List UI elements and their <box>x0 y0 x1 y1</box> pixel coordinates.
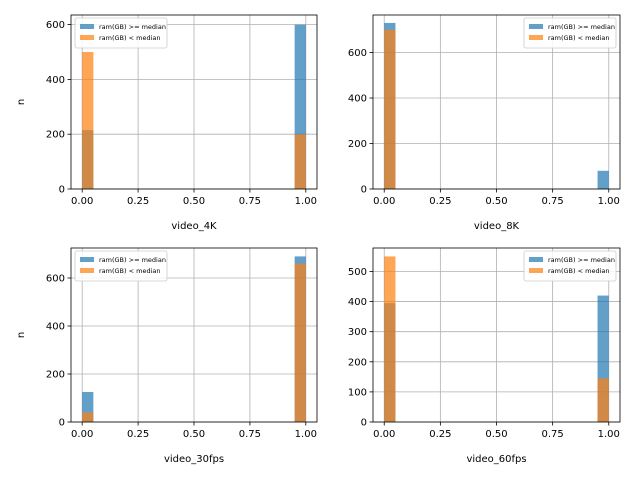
y-tick-label: 400 <box>46 75 65 86</box>
legend-label: ram(GB) < median <box>548 267 610 275</box>
x-tick-label: 0.00 <box>373 196 395 207</box>
x-tick-label: 1.00 <box>295 196 317 207</box>
x-tick-label: 0.25 <box>429 196 451 207</box>
legend-swatch <box>529 35 543 40</box>
x-tick-label: 0.50 <box>183 196 205 207</box>
chart-panel: 0.00 0.25 0.50 0.75 1.00 0 200 400 600 video_30fp… <box>16 247 318 465</box>
x-tick-label: 0.75 <box>542 429 564 440</box>
legend-box <box>523 17 617 49</box>
chart-panel: 0.00 0.25 0.50 0.75 1.00 0 100 200 300 400 500 vide… <box>348 247 621 465</box>
x-tick-label: 0.75 <box>239 429 261 440</box>
legend-swatch <box>529 257 543 262</box>
x-tick-label: 0.25 <box>127 429 149 440</box>
legend: ram(GB) >= median ram(GB) < median <box>74 17 168 49</box>
x-tick-label: 0.75 <box>239 196 261 207</box>
y-tick-label: 200 <box>46 130 65 141</box>
legend-swatch <box>80 24 94 29</box>
y-tick-label: 300 <box>348 327 367 338</box>
histogram-bar <box>597 378 609 422</box>
legend-label: ram(GB) >= median <box>99 256 166 264</box>
legend-label: ram(GB) >= median <box>99 23 166 31</box>
y-tick-label: 0 <box>59 418 65 429</box>
chart-panel: 0.00 0.25 0.50 0.75 1.00 0 200 400 600 video_8K ra… <box>348 14 621 232</box>
chart-panel: 0.00 0.25 0.50 0.75 1.00 0 200 400 600 video_4K n r… <box>16 14 318 232</box>
histogram-bar <box>294 263 306 422</box>
x-tick-label: 0.50 <box>183 429 205 440</box>
y-tick-label: 0 <box>361 185 367 196</box>
x-tick-label: 1.00 <box>295 429 317 440</box>
y-tick-label: 400 <box>348 94 367 105</box>
x-tick-label: 0.75 <box>542 196 564 207</box>
legend-label: ram(GB) < median <box>99 267 161 275</box>
y-tick-label: 600 <box>46 20 65 31</box>
x-tick-label: 1.00 <box>598 196 620 207</box>
x-axis-label: video_4K <box>171 221 217 232</box>
y-tick-label: 400 <box>348 297 367 308</box>
y-tick-label: 0 <box>361 418 367 429</box>
x-tick-label: 0.00 <box>373 429 395 440</box>
y-tick-label: 200 <box>348 139 367 150</box>
y-axis-label: n <box>16 332 27 338</box>
histogram-bar <box>294 24 306 190</box>
histogram-bar <box>82 412 94 422</box>
x-tick-label: 0.25 <box>127 196 149 207</box>
histogram-bar <box>384 29 396 189</box>
histogram-bar <box>294 134 306 189</box>
legend-swatch <box>529 268 543 273</box>
x-axis-label: video_8K <box>474 221 520 232</box>
legend-label: ram(GB) < median <box>99 34 161 42</box>
y-tick-label: 600 <box>348 48 367 59</box>
legend-label: ram(GB) >= median <box>548 256 615 264</box>
histogram-bar <box>597 170 609 189</box>
legend: ram(GB) >= median ram(GB) < median <box>74 250 168 282</box>
x-axis-label: video_60fps <box>466 454 526 465</box>
y-tick-label: 600 <box>46 274 65 285</box>
x-tick-label: 0.50 <box>485 196 507 207</box>
x-tick-label: 1.00 <box>598 429 620 440</box>
y-tick-label: 200 <box>348 357 367 368</box>
legend-swatch <box>529 24 543 29</box>
legend-label: ram(GB) >= median <box>548 23 615 31</box>
legend-swatch <box>80 268 94 273</box>
histogram-bar <box>384 256 396 422</box>
x-axis-label: video_30fps <box>164 454 224 465</box>
legend-swatch <box>80 257 94 262</box>
legend: ram(GB) >= median ram(GB) < median <box>523 250 617 282</box>
legend: ram(GB) >= median ram(GB) < median <box>523 17 617 49</box>
x-tick-label: 0.50 <box>485 429 507 440</box>
legend-swatch <box>80 35 94 40</box>
legend-label: ram(GB) < median <box>548 34 610 42</box>
histogram-bar <box>82 392 94 422</box>
legend-box <box>74 250 168 282</box>
x-tick-label: 0.00 <box>71 429 93 440</box>
y-axis-label: n <box>16 99 27 105</box>
legend-box <box>523 250 617 282</box>
histogram-bar <box>82 51 94 189</box>
y-tick-label: 200 <box>46 370 65 381</box>
legend-box <box>74 17 168 49</box>
x-tick-label: 0.25 <box>429 429 451 440</box>
y-tick-label: 100 <box>348 387 367 398</box>
histogram-bar <box>597 295 609 422</box>
y-tick-label: 0 <box>59 185 65 196</box>
y-tick-label: 400 <box>46 322 65 333</box>
x-tick-label: 0.00 <box>71 196 93 207</box>
y-tick-label: 500 <box>348 267 367 278</box>
